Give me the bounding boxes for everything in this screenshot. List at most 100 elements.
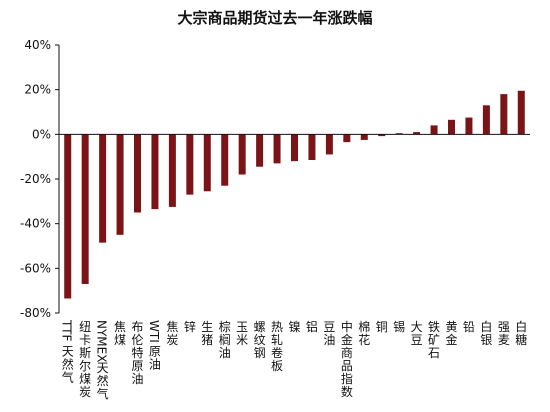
category-label-char: 麦: [498, 333, 510, 347]
bar-26: [517, 90, 525, 135]
category-label-char: 炭: [166, 333, 178, 347]
category-label-char: 铝: [306, 319, 318, 334]
category-label-char: 大: [411, 320, 423, 334]
category-label-char: 强: [498, 320, 510, 334]
y-tick-label: -20%: [20, 172, 51, 186]
category-label-char: 油: [219, 346, 231, 360]
y-tick-label: -60%: [20, 261, 51, 275]
category-label-char: 锡: [393, 319, 405, 334]
category-label-char: 气: [62, 370, 74, 385]
bar-12: [273, 134, 281, 164]
category-label-char: 镍: [288, 320, 300, 334]
category-label-char: 棉: [358, 320, 370, 334]
category-label-char: 煤: [79, 372, 91, 386]
category-label: 铁矿石: [428, 320, 440, 360]
category-label-char: 布: [131, 320, 143, 334]
category-label: 白银: [480, 319, 492, 347]
bar-16: [343, 134, 351, 143]
category-label: 螺纹钢: [254, 320, 266, 360]
category-label-char: 油: [149, 358, 161, 372]
bar-11: [256, 134, 264, 167]
category-label: 铜: [376, 319, 388, 334]
bar-3: [116, 134, 124, 235]
category-label-char: 榈: [219, 332, 231, 347]
bar-15: [325, 134, 333, 155]
category-label-char: 商: [341, 345, 353, 360]
bar-2: [99, 134, 107, 243]
bar-13: [291, 134, 298, 162]
category-label-char: 铅: [463, 320, 475, 334]
bar-10: [238, 134, 246, 175]
category-label-char: 金: [445, 332, 457, 347]
category-label-char: 玉: [236, 320, 248, 334]
category-label: 玉米: [236, 320, 248, 347]
category-label-char: 天: [97, 361, 109, 375]
category-label: 黄金: [445, 320, 457, 347]
y-tick-label: 40%: [24, 38, 51, 52]
bar-20: [413, 132, 421, 135]
category-label-char: 纽: [79, 320, 91, 334]
category-label: 锌: [184, 320, 196, 334]
bar-25: [500, 94, 508, 135]
bar-0: [64, 134, 72, 299]
category-label-char: 特: [131, 345, 143, 360]
category-label: 棕榈油: [219, 319, 231, 360]
category-label-char: 原: [149, 345, 161, 359]
category-label-char: 然: [62, 357, 74, 372]
category-label-char: 中: [341, 319, 353, 334]
chart-title: 大宗商品期货过去一年涨跌幅: [177, 9, 373, 27]
category-label: 白糖: [515, 319, 527, 347]
bar-14: [308, 134, 316, 161]
category-label-char: 焦: [166, 320, 178, 334]
category-label: 铅: [463, 320, 475, 334]
category-label-char: 纹: [254, 333, 266, 347]
category-label-segment: TTF: [60, 319, 74, 341]
category-label-char: 生: [201, 320, 213, 334]
bar-17: [360, 134, 368, 140]
category-label-char: 然: [97, 373, 109, 388]
bar-18: [378, 134, 386, 137]
bar-6: [168, 134, 176, 207]
category-label-char: 卡: [79, 333, 91, 347]
category-label-segment: WTI: [147, 320, 161, 343]
category-label-char: 轧: [271, 333, 283, 347]
category-label: 铝: [306, 319, 318, 334]
category-label-char: 米: [236, 333, 248, 347]
bar-7: [186, 134, 194, 195]
category-label-char: 猪: [201, 333, 213, 347]
category-label-char: 豆: [411, 333, 423, 347]
category-label-char: 油: [323, 333, 335, 347]
category-label-char: 气: [97, 386, 109, 401]
bar-19: [395, 133, 403, 135]
labels-layer: 40%20%0%-20%-40%-60%-80%TTF天然气纽卡斯尔煤炭NYME…: [20, 38, 527, 401]
category-label: 豆油: [323, 320, 335, 347]
category-label-char: 卷: [271, 345, 283, 360]
category-label: 生猪: [201, 320, 213, 347]
category-label-char: 热: [271, 320, 283, 334]
category-label-segment: NYMEX: [95, 320, 109, 362]
bar-21: [430, 125, 438, 135]
bar-23: [465, 117, 473, 135]
category-label-char: 尔: [79, 358, 91, 373]
category-label-char: 花: [358, 332, 370, 347]
category-label-char: 白: [480, 319, 492, 334]
category-label: 大豆: [411, 320, 423, 347]
category-label-char: 白: [515, 319, 527, 334]
category-label-char: 数: [341, 384, 353, 399]
bar-24: [482, 105, 490, 135]
category-label-char: 黄: [445, 320, 457, 334]
category-label-char: 铜: [376, 319, 388, 334]
bar-8: [203, 134, 211, 192]
bars-layer: [64, 90, 525, 299]
category-label: 镍: [288, 320, 300, 334]
y-tick-label: 20%: [24, 83, 51, 97]
category-label-char: 煤: [114, 333, 126, 347]
category-label-char: 油: [131, 372, 143, 386]
